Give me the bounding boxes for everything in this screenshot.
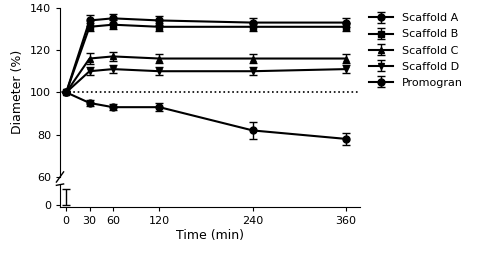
Legend: Scaffold A, Scaffold B, Scaffold C, Scaffold D, Promogran: Scaffold A, Scaffold B, Scaffold C, Scaf…: [368, 13, 463, 88]
Y-axis label: Diameter (%): Diameter (%): [12, 50, 24, 134]
X-axis label: Time (min): Time (min): [176, 229, 244, 242]
